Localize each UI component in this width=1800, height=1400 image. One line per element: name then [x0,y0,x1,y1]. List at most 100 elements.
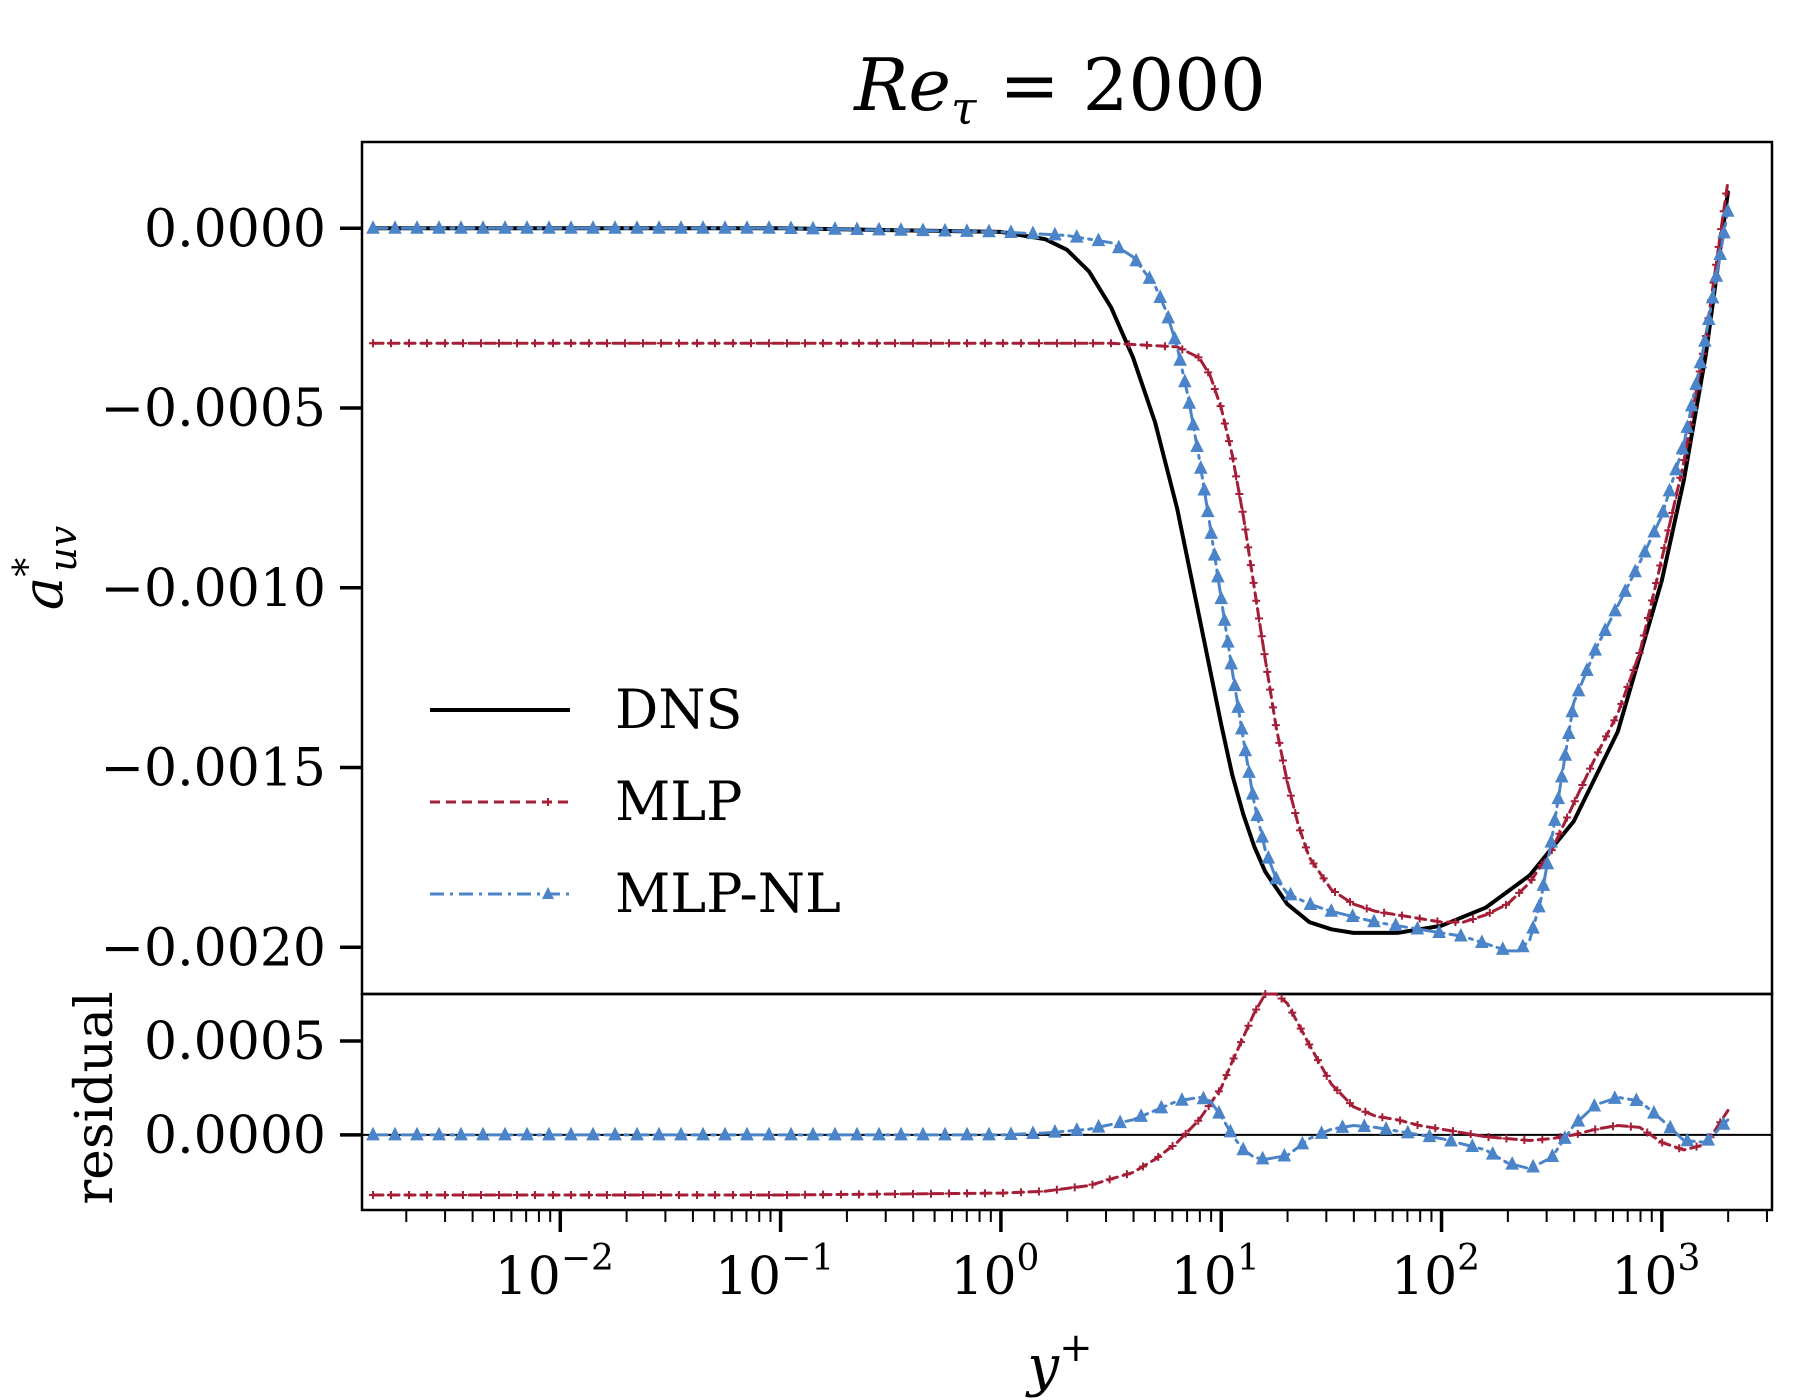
residual-marker-mlp [1466,1130,1475,1139]
residual-marker-mlp-nl [696,1126,710,1141]
main-marker-mlp-nl [916,222,930,237]
residual-marker-mlp [1591,1125,1600,1134]
residual-marker-mlp-nl [938,1126,952,1141]
y-axis-label-base: a [11,577,76,610]
main-marker-mlp-nl [1231,699,1245,713]
x-tick-label-base: 10 [950,1247,1016,1307]
x-tick-label-exp: −2 [561,1238,614,1279]
main-marker-mlp-nl [1234,720,1249,735]
main-marker-mlp-nl [872,221,886,236]
main-marker-mlp [1263,667,1272,676]
main-marker-mlp [1257,632,1266,641]
main-marker-mlp [1319,874,1328,883]
residual-marker-mlp [1431,1124,1440,1133]
main-marker-mlp [585,339,593,348]
main-marker-mlp-nl [1190,438,1204,453]
residual-marker-mlp-nl [1026,1125,1040,1140]
main-marker-mlp-nl [1227,677,1242,692]
main-marker-mlp [1275,738,1284,747]
y-axis-label-sub: uv [41,525,85,571]
main-marker-mlp [1241,525,1250,534]
main-marker-mlp [1107,339,1115,348]
main-marker-mlp [1071,339,1079,348]
residual-marker-mlp-nl [1357,1118,1372,1132]
main-marker-mlp-nl [1565,703,1580,718]
residual-marker-mlp-nl [762,1126,776,1141]
residual-marker-mlp [1277,994,1286,1003]
legend-label-dns: DNS [615,678,743,741]
main-marker-mlp-nl [1701,311,1716,326]
y-axis-label-sup: * [5,558,49,577]
main-marker-mlp-nl [1161,309,1176,324]
main-marker-mlp-nl [1345,908,1360,923]
residual-marker-mlp [1214,1087,1223,1096]
main-marker-mlp-nl [1242,764,1256,778]
residual-marker-mlp-nl [1236,1141,1250,1156]
main-marker-mlp [711,339,719,348]
residual-marker-mlp [1378,1113,1387,1122]
residual-marker-mlp [1520,1136,1529,1145]
main-marker-mlp [1271,721,1280,730]
residual-marker-mlp-nl [1154,1099,1169,1114]
main-marker-mlp-nl [630,220,644,234]
x-tick-label-base: 10 [1171,1247,1237,1307]
main-panel: 0.0000 −0.0005 −0.0010 −0.0015 −0.0020 [100,140,1774,996]
main-marker-mlp-nl [1245,786,1260,800]
residual-marker-mlp-nl [718,1126,732,1141]
main-marker-mlp [1602,732,1611,741]
main-marker-mlp-nl [1689,376,1703,390]
residual-marker-mlp-nl [982,1126,996,1141]
residual-marker-mlp [908,1189,917,1198]
main-marker-mlp [1331,888,1339,897]
legend-marker-mlp [544,798,552,806]
main-marker-mlp-nl [1091,232,1106,247]
main-marker-mlp [1346,897,1355,906]
residual-marker-mlp-nl [1277,1147,1292,1162]
main-marker-mlp-nl [1709,268,1724,282]
residual-marker-mlp-nl [1505,1156,1519,1170]
main-marker-mlp [1035,339,1043,348]
main-marker-mlp [1555,829,1564,838]
residual-marker-mlp-nl [960,1126,974,1141]
residual-marker-mlp-nl [410,1126,424,1141]
main-marker-mlp-nl [1069,228,1084,243]
main-marker-mlp [1178,345,1187,354]
residual-marker-mlp-nl [432,1126,446,1141]
main-marker-mlp-nl [828,221,842,235]
title-rest: = 2000 [976,43,1265,127]
residual-plot-frame [360,992,1774,1212]
residual-marker-mlp-nl [1091,1119,1106,1133]
main-marker-mlp [747,339,755,348]
main-marker-mlp-nl [1217,612,1232,626]
legend-label-mlp: MLP [615,770,743,833]
residual-marker-mlp [657,1191,665,1199]
residual-marker-mlp [423,1191,431,1199]
residual-marker-mlp-nl [828,1126,842,1141]
main-y-ticks: 0.0000 −0.0005 −0.0010 −0.0015 −0.0020 [100,199,362,978]
main-marker-mlp-nl [1173,352,1187,366]
residual-marker-mlp [441,1191,449,1199]
main-marker-mlp [1216,402,1225,411]
residual-marker-mlp-nl [1212,1104,1226,1119]
residual-marker-mlp [1573,1129,1582,1138]
residual-marker-mlp [836,1190,845,1199]
main-marker-mlp-nl [1720,203,1735,217]
main-marker-mlp-nl [1193,460,1208,474]
main-marker-mlp-nl [1269,870,1283,885]
residual-marker-mlp [729,1191,737,1199]
main-marker-mlp [837,339,845,348]
main-marker-mlp [999,339,1007,348]
chart-title: Reτ = 2000 [852,43,1266,135]
residual-marker-mlp [711,1191,719,1199]
main-y-tick-label: 0.0000 [144,199,326,259]
main-marker-mlp-nl [1561,725,1576,740]
residual-marker-mlp-nl [1465,1138,1480,1152]
residual-marker-mlp [1345,1099,1354,1108]
residual-marker-mlp-nl [498,1126,512,1141]
main-marker-mlp [783,339,791,348]
main-marker-mlp-nl [1207,547,1222,561]
x-axis-label: y+ [1024,1325,1092,1399]
residual-marker-mlp-nl [1716,1116,1731,1130]
main-marker-mlp [495,339,503,348]
main-marker-mlp-nl [1540,855,1555,870]
